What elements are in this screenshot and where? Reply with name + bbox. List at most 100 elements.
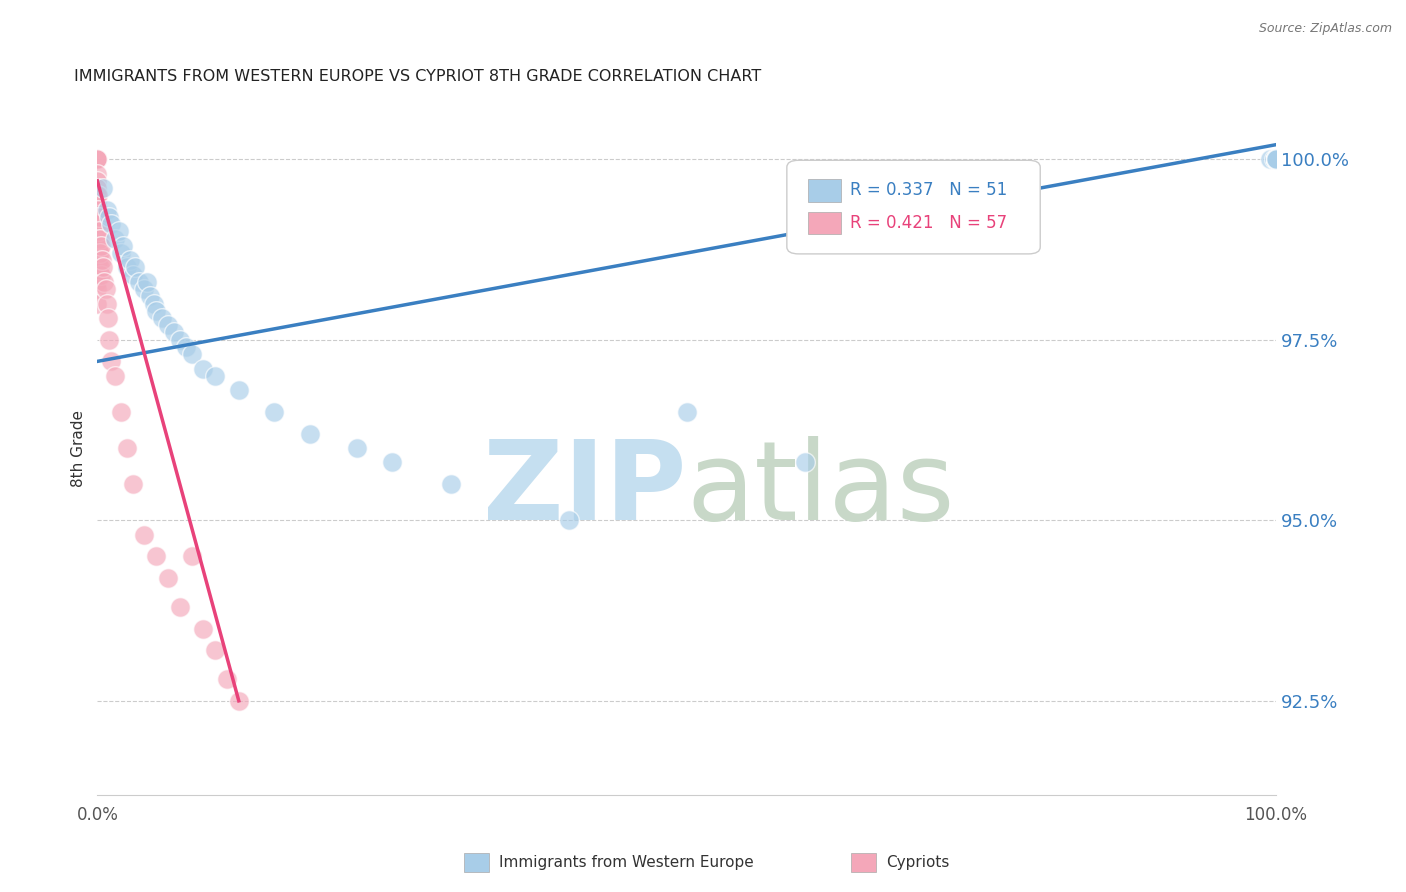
Point — [86, 253, 108, 268]
Text: atlas: atlas — [686, 436, 955, 543]
Point — [150, 311, 173, 326]
Point — [1265, 152, 1288, 166]
Point — [180, 347, 202, 361]
Point — [86, 239, 108, 253]
Y-axis label: 8th Grade: 8th Grade — [72, 409, 86, 486]
Point — [87, 239, 110, 253]
Point — [86, 152, 108, 166]
Point — [120, 253, 142, 268]
Text: R = 0.337   N = 51: R = 0.337 N = 51 — [851, 181, 1008, 199]
Point — [1258, 152, 1281, 166]
Point — [93, 275, 115, 289]
Point — [107, 224, 129, 238]
Point — [298, 426, 321, 441]
Point — [145, 303, 167, 318]
Point — [91, 181, 114, 195]
Text: R = 0.421   N = 57: R = 0.421 N = 57 — [851, 214, 1008, 232]
Point — [1265, 152, 1288, 166]
Point — [169, 333, 191, 347]
Point — [793, 455, 815, 469]
Point — [86, 224, 108, 238]
Point — [440, 477, 463, 491]
Point — [86, 195, 108, 210]
Point — [135, 275, 157, 289]
Point — [180, 549, 202, 564]
Point — [1263, 152, 1285, 166]
Point — [86, 268, 108, 282]
Text: Source: ZipAtlas.com: Source: ZipAtlas.com — [1258, 22, 1392, 36]
Text: ZIP: ZIP — [484, 436, 686, 543]
Point — [96, 202, 118, 217]
Point — [86, 231, 108, 245]
Text: 100.0%: 100.0% — [1244, 805, 1308, 823]
Text: Cypriots: Cypriots — [886, 855, 949, 870]
Point — [675, 405, 697, 419]
Point — [86, 152, 108, 166]
Point — [87, 246, 110, 260]
Point — [100, 217, 122, 231]
Point — [204, 643, 226, 657]
Point — [134, 527, 156, 541]
Point — [110, 246, 132, 260]
Point — [112, 239, 135, 253]
Point — [86, 181, 108, 195]
Point — [87, 224, 110, 238]
Point — [558, 513, 581, 527]
Point — [145, 549, 167, 564]
FancyBboxPatch shape — [787, 161, 1040, 254]
Point — [89, 260, 111, 275]
Point — [86, 275, 108, 289]
Point — [204, 368, 226, 383]
Point — [163, 326, 186, 340]
Point — [215, 672, 238, 686]
Point — [97, 311, 120, 326]
Point — [90, 268, 112, 282]
Point — [100, 354, 122, 368]
Point — [89, 246, 111, 260]
Point — [86, 167, 108, 181]
Point — [86, 282, 108, 296]
Point — [86, 260, 108, 275]
Point — [121, 268, 143, 282]
Text: IMMIGRANTS FROM WESTERN EUROPE VS CYPRIOT 8TH GRADE CORRELATION CHART: IMMIGRANTS FROM WESTERN EUROPE VS CYPRIO… — [73, 69, 761, 84]
Point — [87, 231, 110, 245]
Point — [89, 231, 111, 245]
Point — [86, 152, 108, 166]
Point — [263, 405, 285, 419]
Point — [1265, 152, 1288, 166]
Point — [142, 296, 165, 310]
Point — [1265, 152, 1288, 166]
Point — [86, 246, 108, 260]
Point — [115, 260, 138, 275]
Point — [87, 202, 110, 217]
Point — [193, 622, 215, 636]
Point — [381, 455, 404, 469]
Point — [128, 275, 150, 289]
FancyBboxPatch shape — [808, 179, 841, 202]
Point — [124, 260, 146, 275]
Point — [86, 152, 108, 166]
Point — [91, 260, 114, 275]
Point — [87, 253, 110, 268]
Point — [91, 253, 114, 268]
Point — [110, 405, 132, 419]
Point — [104, 368, 127, 383]
Text: 0.0%: 0.0% — [76, 805, 118, 823]
Point — [87, 188, 110, 202]
Point — [98, 333, 121, 347]
Point — [86, 188, 108, 202]
Point — [104, 231, 127, 245]
Point — [1265, 152, 1288, 166]
Point — [169, 599, 191, 614]
Point — [96, 296, 118, 310]
Point — [1265, 152, 1288, 166]
Point — [115, 441, 138, 455]
Point — [346, 441, 368, 455]
Point — [228, 384, 250, 398]
Point — [157, 318, 180, 333]
FancyBboxPatch shape — [808, 211, 841, 235]
Point — [1265, 152, 1288, 166]
Point — [1265, 152, 1288, 166]
Point — [86, 296, 108, 310]
Point — [86, 217, 108, 231]
